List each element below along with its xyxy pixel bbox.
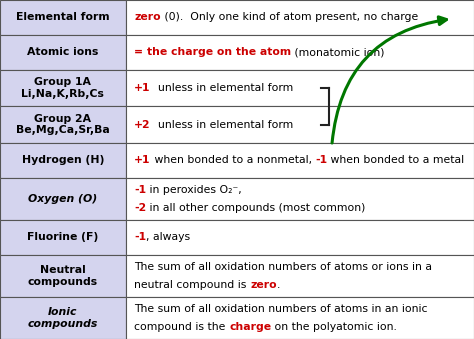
Text: -2: -2 [134, 203, 146, 213]
Bar [0, 35, 126, 69]
Text: +1: +1 [134, 83, 151, 93]
Text: in all other compounds (most common): in all other compounds (most common) [146, 203, 366, 213]
Text: unless in elemental form: unless in elemental form [151, 83, 293, 93]
Bar [0, 106, 126, 143]
Text: neutral compound is: neutral compound is [134, 280, 250, 290]
Text: The sum of all oxidation numbers of atoms or ions in a: The sum of all oxidation numbers of atom… [134, 261, 432, 272]
Bar [126, 35, 474, 69]
Text: Oxygen (O): Oxygen (O) [28, 194, 98, 204]
Text: Ionic
compounds: Ionic compounds [27, 307, 98, 329]
Text: charge: charge [229, 322, 271, 332]
Bar [126, 143, 474, 178]
Bar [126, 255, 474, 297]
Text: unless in elemental form: unless in elemental form [151, 120, 293, 129]
Text: zero: zero [250, 280, 277, 290]
Text: Group 2A
Be,Mg,Ca,Sr,Ba: Group 2A Be,Mg,Ca,Sr,Ba [16, 114, 109, 135]
Bar [126, 0, 474, 35]
Text: when bonded to a metal: when bonded to a metal [328, 155, 465, 165]
Text: in peroxides O₂⁻,: in peroxides O₂⁻, [146, 184, 242, 195]
Bar [0, 297, 126, 339]
Text: -1: -1 [134, 232, 146, 242]
Text: compound is the: compound is the [134, 322, 229, 332]
Text: -1: -1 [315, 155, 328, 165]
Text: Fluorine (F): Fluorine (F) [27, 232, 99, 242]
Text: Atomic ions: Atomic ions [27, 47, 99, 57]
Text: Hydrogen (H): Hydrogen (H) [22, 155, 104, 165]
Bar [0, 178, 126, 220]
Text: zero: zero [134, 13, 161, 22]
Bar [126, 220, 474, 255]
Bar [0, 255, 126, 297]
Text: the charge on the atom: the charge on the atom [147, 47, 291, 57]
Text: +2: +2 [134, 120, 151, 129]
Bar [126, 178, 474, 220]
Bar [126, 297, 474, 339]
Text: The sum of all oxidation numbers of atoms in an ionic: The sum of all oxidation numbers of atom… [134, 304, 428, 314]
Bar [0, 69, 126, 106]
Bar [0, 220, 126, 255]
Text: Group 1A
Li,Na,K,Rb,Cs: Group 1A Li,Na,K,Rb,Cs [21, 77, 104, 99]
Text: (0).  Only one kind of atom present, no charge: (0). Only one kind of atom present, no c… [161, 13, 418, 22]
Text: +1: +1 [134, 155, 151, 165]
Text: -1: -1 [134, 184, 146, 195]
Bar [126, 69, 474, 106]
Text: .: . [277, 280, 280, 290]
Bar [0, 143, 126, 178]
Text: , always: , always [146, 232, 191, 242]
Text: Neutral
compounds: Neutral compounds [28, 265, 98, 286]
Text: (monatomic ion): (monatomic ion) [291, 47, 384, 57]
Bar [0, 0, 126, 35]
Text: when bonded to a nonmetal,: when bonded to a nonmetal, [151, 155, 315, 165]
Text: =: = [134, 47, 147, 57]
Text: Elemental form: Elemental form [16, 13, 109, 22]
Bar [126, 106, 474, 143]
Text: on the polyatomic ion.: on the polyatomic ion. [271, 322, 397, 332]
